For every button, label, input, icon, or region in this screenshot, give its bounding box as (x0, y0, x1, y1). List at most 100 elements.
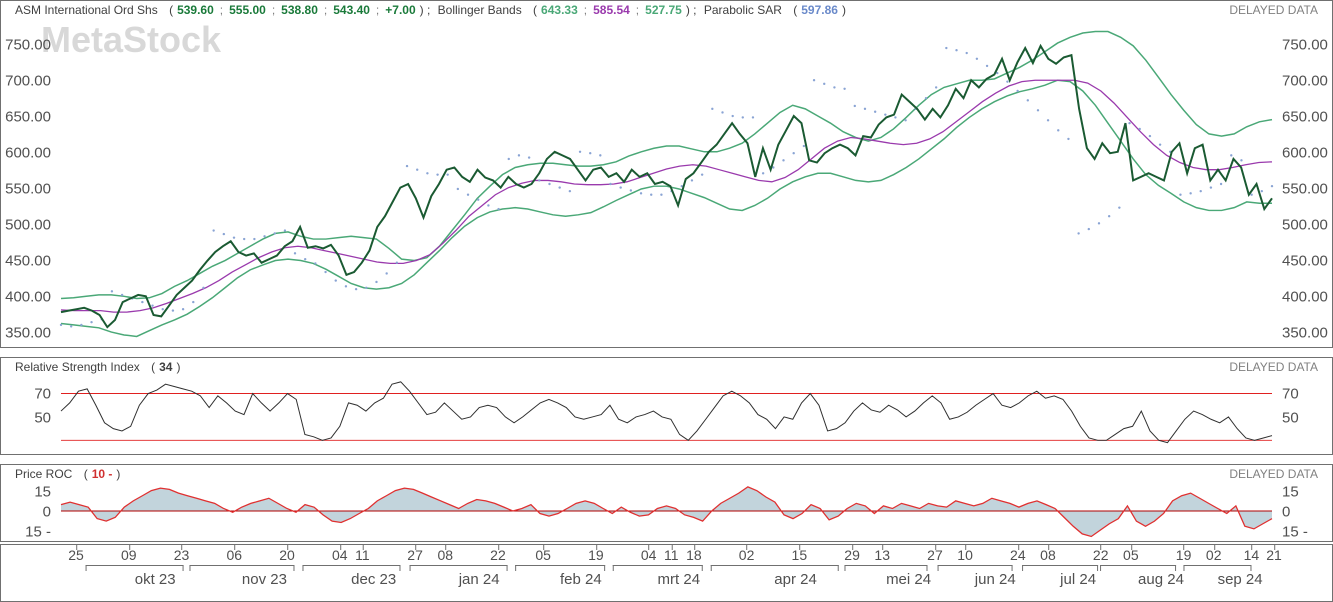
psar-dot (854, 105, 856, 107)
psar-dot (864, 108, 866, 110)
xtick: 22 (1093, 547, 1109, 563)
psar-dot (874, 111, 876, 113)
xaxis-month: feb 24 (560, 571, 602, 588)
rsi-plot-area[interactable] (61, 376, 1272, 452)
psar-dot (884, 113, 886, 115)
psar-dot (1250, 194, 1252, 196)
psar-dot (955, 49, 957, 51)
psar-dot (497, 208, 499, 210)
psar-dot (284, 229, 286, 231)
xaxis-month: mei 24 (886, 571, 931, 588)
psar-dot (792, 152, 794, 154)
psar-dot (1261, 190, 1263, 192)
psar-dot (314, 262, 316, 264)
psar-dot (986, 65, 988, 67)
psar-dot (335, 279, 337, 281)
psar-dot (589, 152, 591, 154)
ytick: 0 (1278, 504, 1294, 521)
rsi-panel[interactable]: Relative Strength Index ( 34 ) DELAYED D… (0, 357, 1333, 455)
ytick: 50 (30, 410, 55, 427)
psar-dot (782, 159, 784, 161)
xtick: 15 (792, 547, 808, 563)
ytick: 400.00 (1278, 288, 1332, 305)
psar-dot (70, 325, 72, 327)
ytick: 500.00 (1278, 216, 1332, 233)
psar-dot (375, 281, 377, 283)
main-header: ASM International Ord Shs ( 539.60; 555.… (15, 3, 1318, 17)
ohlc-open: 539.60 (177, 3, 214, 17)
psar-dot (935, 86, 937, 88)
xaxis-month: mrt 24 (658, 571, 701, 588)
psar-dot (833, 86, 835, 88)
psar-dot (1149, 135, 1151, 137)
ytick: 650.00 (1278, 108, 1332, 125)
bb-mid-line (61, 80, 1272, 312)
rsi-header: Relative Strength Index ( 34 ) DELAYED D… (15, 360, 1318, 374)
ytick: 350.00 (1278, 324, 1332, 341)
xtick: 06 (226, 547, 242, 563)
ytick: 600.00 (1, 144, 55, 161)
psar-dot (192, 301, 194, 303)
ytick: 550.00 (1278, 180, 1332, 197)
psar-dot (894, 116, 896, 118)
psar-dot (823, 83, 825, 85)
psar-dot (396, 262, 398, 264)
psar-dot (477, 199, 479, 201)
ohlc-close: 543.40 (333, 3, 370, 17)
psar-dot (1189, 192, 1191, 194)
psar-dot (691, 179, 693, 181)
psar-dot (558, 186, 560, 188)
xtick: 19 (1176, 547, 1192, 563)
roc-plot-area[interactable] (61, 483, 1272, 539)
psar-dot (1027, 99, 1029, 101)
xaxis-month: jan 24 (459, 571, 500, 588)
psar-dot (569, 190, 571, 192)
psar-dot (365, 287, 367, 289)
psar-dot (406, 165, 408, 167)
psar-dot (1240, 159, 1242, 161)
ytick: 15 (1278, 484, 1303, 501)
main-plot-area[interactable] (61, 23, 1272, 345)
xtick: 04 (641, 547, 657, 563)
ytick: 15 - (21, 523, 55, 540)
xtick: 02 (1206, 547, 1222, 563)
psar-dot (619, 186, 621, 188)
ytick: 400.00 (1, 288, 55, 305)
psar-dot (538, 179, 540, 181)
psar-dot (1139, 128, 1141, 130)
psar-dot (233, 236, 235, 238)
bb-label: Bollinger Bands (438, 3, 522, 17)
ytick: 450.00 (1, 252, 55, 269)
main-price-panel[interactable]: MetaStock ASM International Ord Shs ( 53… (0, 0, 1333, 348)
psar-dot (457, 188, 459, 190)
ohlc-high: 555.00 (229, 3, 266, 17)
bb-lower-val: 527.75 (645, 3, 682, 17)
roc-title: Price ROC (15, 467, 72, 481)
psar-dot (966, 52, 968, 54)
ytick: 15 - (1278, 523, 1312, 540)
xtick: 11 (664, 547, 679, 563)
xtick: 13 (874, 547, 890, 563)
psar-dot (121, 294, 123, 296)
ytick: 15 (30, 484, 55, 501)
instrument-title: ASM International Ord Shs (15, 3, 158, 17)
xtick: 14 (1244, 547, 1260, 563)
psar-dot (945, 47, 947, 49)
ytick: 70 (1278, 386, 1303, 403)
ytick: 600.00 (1278, 144, 1332, 161)
psar-dot (518, 154, 520, 156)
xaxis-month: jun 24 (975, 571, 1016, 588)
psar-dot (151, 304, 153, 306)
psar-dot (1108, 215, 1110, 217)
psar-dot (355, 288, 357, 290)
ytick: 500.00 (1, 216, 55, 233)
psar-dot (80, 324, 82, 326)
psar-dot (253, 238, 255, 240)
psar-dot (60, 324, 62, 326)
psar-dot (487, 204, 489, 206)
psar-dot (609, 183, 611, 185)
psar-dot (1230, 154, 1232, 156)
roc-panel[interactable]: Price ROC ( 10 - ) DELAYED DATA 15 -015 … (0, 464, 1333, 542)
psar-val: 597.86 (801, 3, 838, 17)
ytick: 750.00 (1, 36, 55, 53)
